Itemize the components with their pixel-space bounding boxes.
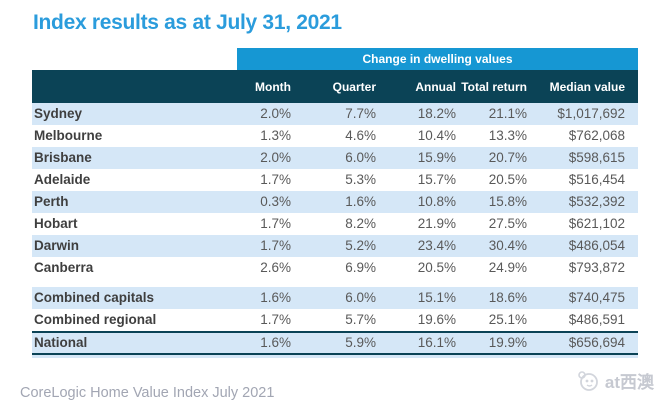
row-label: Canberra: [34, 260, 94, 275]
national-underline-strip: [32, 355, 638, 358]
annual-value: 18.2%: [417, 106, 456, 121]
total-return-value: 20.7%: [488, 150, 527, 165]
quarter-value: 5.2%: [345, 238, 376, 253]
total-return-value: 18.6%: [488, 290, 527, 305]
column-header-total-return: Total return: [461, 79, 527, 94]
total-return-value: 27.5%: [488, 216, 527, 231]
change-in-dwelling-values-band: Change in dwelling values: [237, 48, 638, 70]
column-header-month: Month: [255, 79, 291, 94]
dwelling-values-table: Change in dwelling values Month Quarter …: [32, 48, 638, 358]
median-value: $1,017,692: [557, 106, 625, 121]
total-return-value: 15.8%: [488, 194, 527, 209]
month-value: 1.7%: [260, 238, 291, 253]
table-band-row: Change in dwelling values: [32, 48, 638, 70]
table-row-melbourne: Melbourne 1.3% 4.6% 10.4% 13.3% $762,068: [32, 125, 638, 147]
watermark: at西澳: [576, 368, 654, 393]
table-row-adelaide: Adelaide 1.7% 5.3% 15.7% 20.5% $516,454: [32, 169, 638, 191]
median-value: $532,392: [568, 194, 625, 209]
median-value: $793,872: [568, 260, 625, 275]
annual-value: 20.5%: [417, 260, 456, 275]
row-label: Darwin: [34, 238, 80, 253]
median-value: $762,068: [568, 128, 625, 143]
table-row-combined-capitals: Combined capitals 1.6% 6.0% 15.1% 18.6% …: [32, 287, 638, 309]
median-value: $740,475: [568, 290, 625, 305]
total-return-value: 25.1%: [488, 312, 527, 327]
annual-value: 15.9%: [417, 150, 456, 165]
median-value: $598,615: [568, 150, 625, 165]
row-label: Sydney: [34, 106, 83, 121]
month-value: 2.0%: [260, 150, 291, 165]
column-header-median-value: Median value: [549, 79, 625, 94]
row-label: Perth: [34, 194, 69, 209]
table-row-perth: Perth 0.3% 1.6% 10.8% 15.8% $532,392: [32, 191, 638, 213]
quarter-value: 4.6%: [345, 128, 376, 143]
quarter-value: 8.2%: [345, 216, 376, 231]
table-row-combined-regional: Combined regional 1.7% 5.7% 19.6% 25.1% …: [32, 309, 638, 331]
row-label: Melbourne: [34, 128, 103, 143]
median-value: $621,102: [568, 216, 625, 231]
quarter-value: 5.3%: [345, 172, 376, 187]
column-header-annual: Annual: [415, 79, 456, 94]
month-value: 2.0%: [260, 106, 291, 121]
annual-value: 10.4%: [417, 128, 456, 143]
row-label: Adelaide: [34, 172, 91, 187]
median-value: $486,591: [568, 312, 625, 327]
quarter-value: 1.6%: [345, 194, 376, 209]
median-value: $486,054: [568, 238, 625, 253]
table-row-hobart: Hobart 1.7% 8.2% 21.9% 27.5% $621,102: [32, 213, 638, 235]
month-value: 1.6%: [260, 290, 291, 305]
row-label: Combined regional: [34, 312, 157, 327]
total-return-value: 30.4%: [488, 238, 527, 253]
page-title: Index results as at July 31, 2021: [33, 11, 342, 34]
watermark-text: at西澳: [604, 373, 654, 392]
median-value: $656,694: [568, 335, 625, 350]
total-return-value: 21.1%: [488, 106, 527, 121]
row-label: Brisbane: [34, 150, 92, 165]
quarter-value: 6.0%: [345, 150, 376, 165]
total-return-value: 19.9%: [488, 335, 527, 350]
quarter-value: 6.9%: [345, 260, 376, 275]
row-label: Combined capitals: [34, 290, 155, 305]
table-row-brisbane: Brisbane 2.0% 6.0% 15.9% 20.7% $598,615: [32, 147, 638, 169]
month-value: 1.3%: [260, 128, 291, 143]
month-value: 1.6%: [260, 335, 291, 350]
annual-value: 15.1%: [417, 290, 456, 305]
row-label: Hobart: [34, 216, 78, 231]
annual-value: 21.9%: [417, 216, 456, 231]
month-value: 1.7%: [260, 172, 291, 187]
month-value: 1.7%: [260, 216, 291, 231]
annual-value: 23.4%: [417, 238, 456, 253]
annual-value: 16.1%: [417, 335, 456, 350]
column-header-quarter: Quarter: [332, 79, 376, 94]
table-row-sydney: Sydney 2.0% 7.7% 18.2% 21.1% $1,017,692: [32, 103, 638, 125]
median-value: $516,454: [568, 172, 625, 187]
table-section-gap: [32, 279, 638, 287]
quarter-value: 5.7%: [345, 312, 376, 327]
table-row-darwin: Darwin 1.7% 5.2% 23.4% 30.4% $486,054: [32, 235, 638, 257]
quarter-value: 5.9%: [345, 335, 376, 350]
table-header-row: Month Quarter Annual Total return Median…: [32, 70, 638, 103]
month-value: 0.3%: [260, 194, 291, 209]
month-value: 2.6%: [260, 260, 291, 275]
source-note: CoreLogic Home Value Index July 2021: [20, 385, 275, 401]
annual-value: 19.6%: [417, 312, 456, 327]
annual-value: 10.8%: [417, 194, 456, 209]
quarter-value: 7.7%: [345, 106, 376, 121]
quarter-value: 6.0%: [345, 290, 376, 305]
total-return-value: 13.3%: [488, 128, 527, 143]
row-label: National: [34, 335, 88, 350]
total-return-value: 20.5%: [488, 172, 527, 187]
panda-face-icon: [578, 370, 598, 391]
total-return-value: 24.9%: [488, 260, 527, 275]
table-row-national: National 1.6% 5.9% 16.1% 19.9% $656,694: [32, 331, 638, 355]
annual-value: 15.7%: [417, 172, 456, 187]
month-value: 1.7%: [260, 312, 291, 327]
table-row-canberra: Canberra 2.6% 6.9% 20.5% 24.9% $793,872: [32, 257, 638, 279]
